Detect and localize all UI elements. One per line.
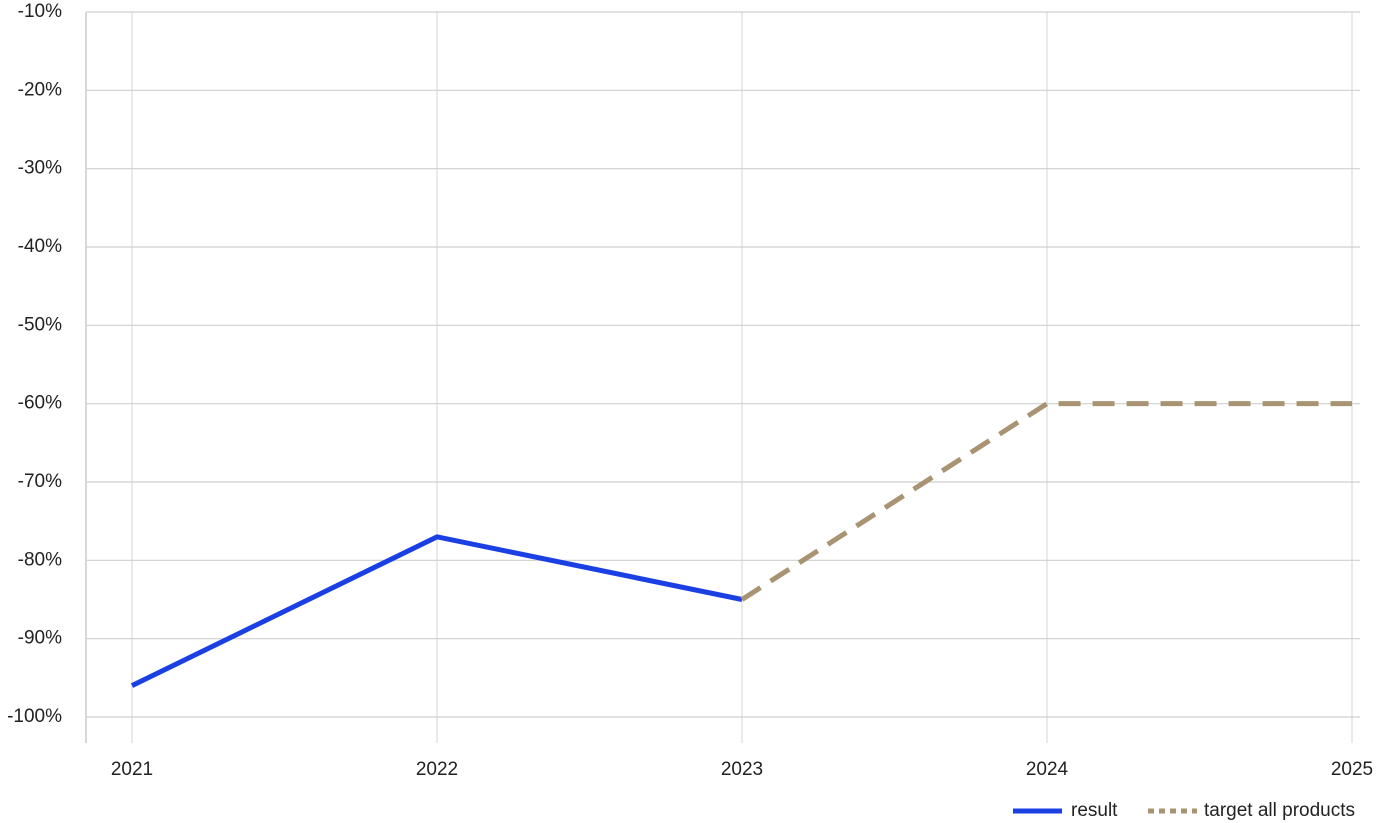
x-tick-label: 2022 bbox=[416, 759, 458, 780]
y-tick-label: -50% bbox=[18, 314, 62, 335]
x-tick-label: 2025 bbox=[1331, 759, 1373, 780]
legend-label: result bbox=[1071, 800, 1118, 821]
series-line bbox=[130, 534, 743, 688]
y-tick-label: -30% bbox=[18, 158, 62, 179]
y-tick-label: -10% bbox=[18, 1, 62, 22]
y-tick-label: -90% bbox=[18, 628, 62, 649]
y-tick-label: -60% bbox=[18, 393, 62, 414]
y-tick-label: -100% bbox=[7, 706, 62, 727]
series-line bbox=[740, 401, 1352, 602]
y-tick-label: -40% bbox=[18, 236, 62, 257]
y-tick-label: -80% bbox=[18, 549, 62, 570]
x-tick-label: 2023 bbox=[721, 759, 763, 780]
x-tick-label: 2021 bbox=[111, 759, 153, 780]
legend-label: target all products bbox=[1204, 800, 1355, 821]
x-tick-label: 2024 bbox=[1026, 759, 1069, 780]
y-tick-label: -20% bbox=[18, 79, 62, 100]
y-tick-label: -70% bbox=[18, 471, 62, 492]
